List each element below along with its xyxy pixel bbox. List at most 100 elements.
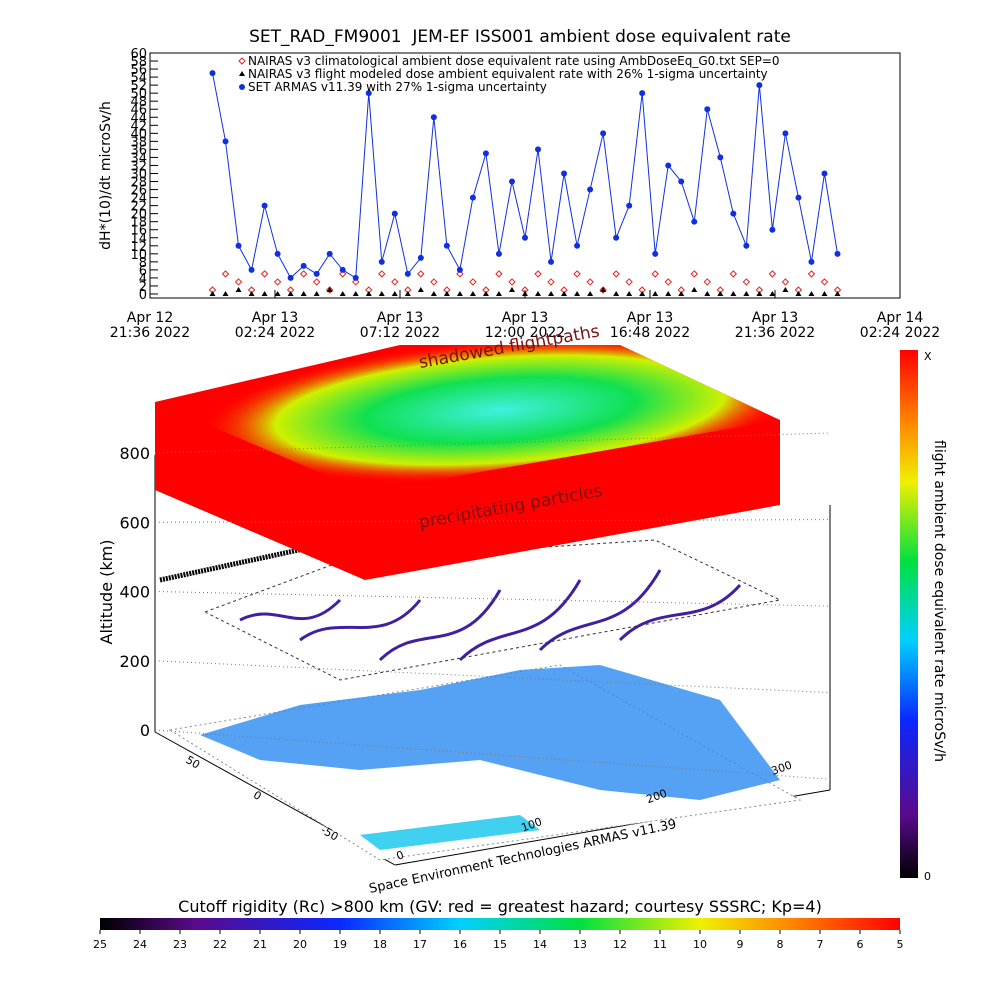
point [704,106,711,113]
colorbar2-tick-label: 14 [533,938,547,951]
x-tick-label: 300 [770,758,794,777]
map-land [360,815,540,850]
point [729,270,738,278]
y-tick-label: 10 [130,248,147,263]
point [613,290,620,296]
point [535,146,542,153]
point [717,290,724,296]
y-tick-label: 56 [130,63,147,78]
point [391,210,398,217]
point [417,254,424,261]
x-tick-label: Apr 13 16:48 2022 [610,310,690,341]
y-tick-label: 42 [130,119,147,134]
x-tick-label: Apr 13 02:24 2022 [235,310,315,341]
y-tick-label: 12 [130,240,147,255]
point [587,290,594,296]
point [691,218,698,225]
point [469,278,477,286]
point [261,290,268,296]
point [834,250,841,257]
point [456,266,463,273]
point [743,242,750,249]
y-tick-label: 30 [130,167,147,182]
point [690,270,698,278]
point [600,130,607,137]
point [299,270,308,278]
z-grid-line [154,660,831,694]
point [547,278,555,286]
point [678,290,685,296]
y-tick-label: 58 [130,55,147,70]
point [312,278,321,286]
point [221,270,230,278]
point [287,274,294,281]
point [209,290,216,296]
point [274,290,281,296]
colorbar2-tick-label: 23 [173,938,187,951]
point [820,278,829,286]
point [248,266,255,273]
y-tick-label: 34 [130,151,147,166]
point [222,290,229,296]
colorbar2-tick-label: 8 [777,938,784,951]
colorbar2-tick-label: 21 [253,938,267,951]
y-tick-label: 28 [130,176,147,191]
point [378,270,386,278]
point [586,278,594,286]
colorbar2-title: Cutoff rigidity (Rc) >800 km (GV: red = … [178,897,822,916]
point [574,242,581,249]
point [430,278,438,286]
x-tick-label: Apr 13 12:00 2022 [485,310,565,341]
z-axis-label: Altitude (km) [97,540,116,645]
z-grid-line [154,591,831,607]
y-tick-label: 2 [139,280,147,295]
point [534,270,542,278]
colorbar2-tick-label: 19 [333,938,347,951]
point [535,290,542,296]
y-tick-label: 6 [139,264,147,279]
y-tick-label: 52 [130,79,147,94]
y-tick-label: 0 [139,288,147,303]
point [807,270,816,278]
point [352,278,360,286]
y-tick-label: 46 [130,103,147,118]
colorbar-end: X [924,350,932,363]
point [365,90,372,97]
point [834,290,841,296]
colorbar-label: flight ambient dose equivalent rate micr… [931,440,947,762]
y-tick-label: 22 [130,200,147,215]
x-tick-label: Apr 12 21:36 2022 [110,310,190,341]
y-tick-label: 48 [130,95,147,110]
colorbar2-tick-label: 11 [653,938,667,951]
y-tick-label: 60 [130,47,147,62]
point [795,290,802,296]
point [626,290,633,296]
point [391,290,398,296]
point [495,250,502,257]
z-tick-label: 800 [119,444,150,463]
point [678,178,685,185]
point [508,286,515,292]
point [664,278,672,286]
point [495,290,502,296]
colorbar2-tick-label: 20 [293,938,307,951]
y-tick-label: 38 [130,135,147,150]
point [391,278,399,286]
point [417,286,424,292]
point [222,138,229,145]
point [300,262,307,269]
point [456,290,463,296]
y-tick-label: 50 [184,753,203,771]
z-grid-line [154,432,831,454]
point [522,290,528,296]
colorbar2-tick-label: 12 [613,938,627,951]
colorbar2-tick-label: 9 [737,938,744,951]
point [417,270,425,278]
point [443,242,450,249]
point [248,290,255,296]
point [821,170,828,177]
point [339,290,346,296]
point [665,162,672,169]
colorbar2-tick-label: 15 [493,938,507,951]
point [260,270,269,278]
